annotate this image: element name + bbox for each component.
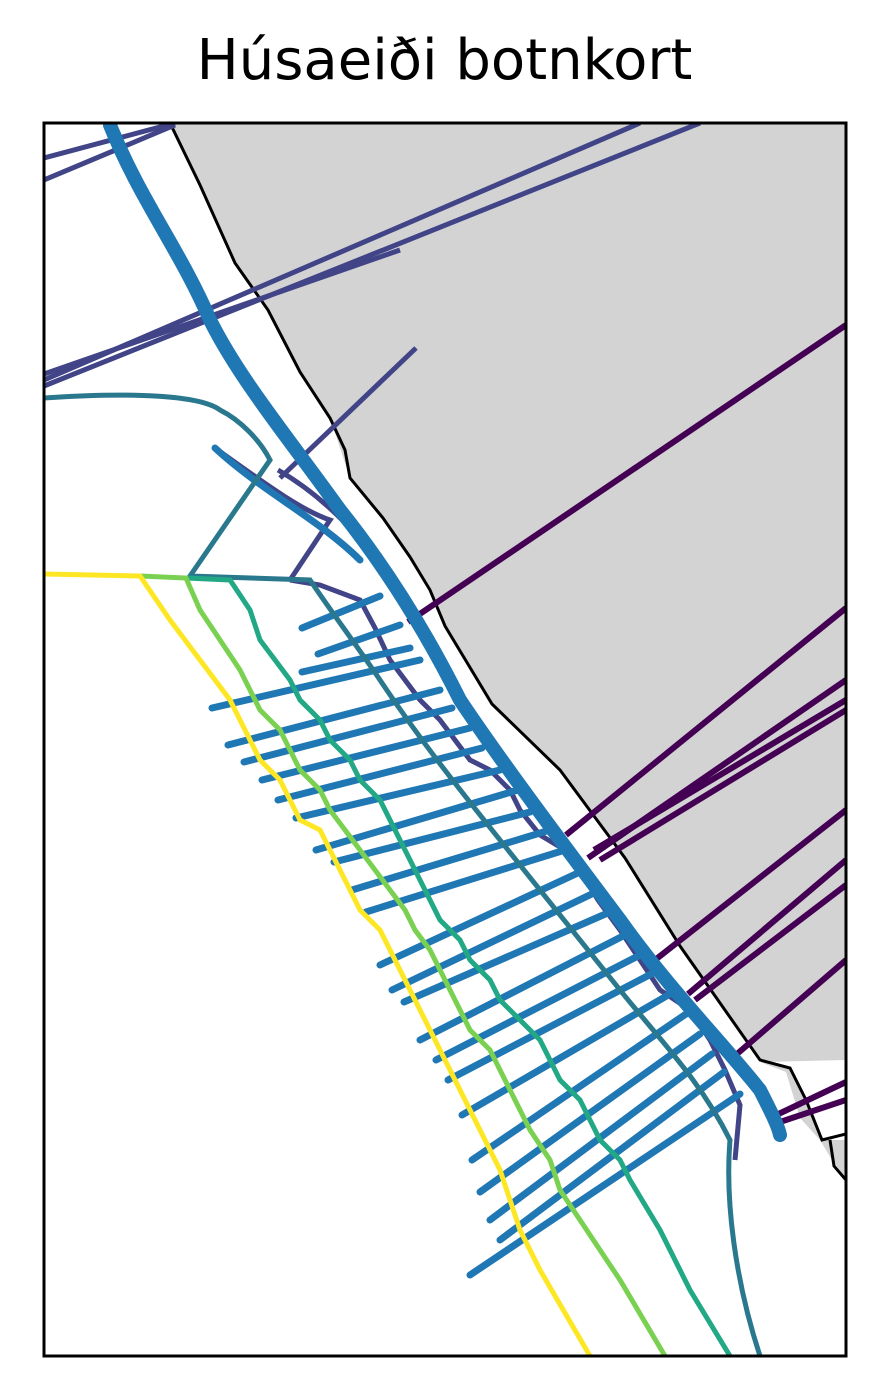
contour-level-6 (44, 571, 593, 1356)
survey-tracks (103, 123, 787, 1279)
land-area (170, 123, 846, 1178)
coastal-survey-track (103, 123, 787, 1142)
contour-level-3 (44, 392, 763, 1356)
coastline (168, 123, 846, 1142)
map-title: Húsaeiði botnkort (196, 28, 693, 93)
contour-level-4 (185, 575, 733, 1356)
contour-level-5 (139, 573, 668, 1356)
coastline-south (828, 1139, 846, 1181)
contour-level-1 (406, 322, 846, 1125)
map-frame (42, 121, 848, 1358)
